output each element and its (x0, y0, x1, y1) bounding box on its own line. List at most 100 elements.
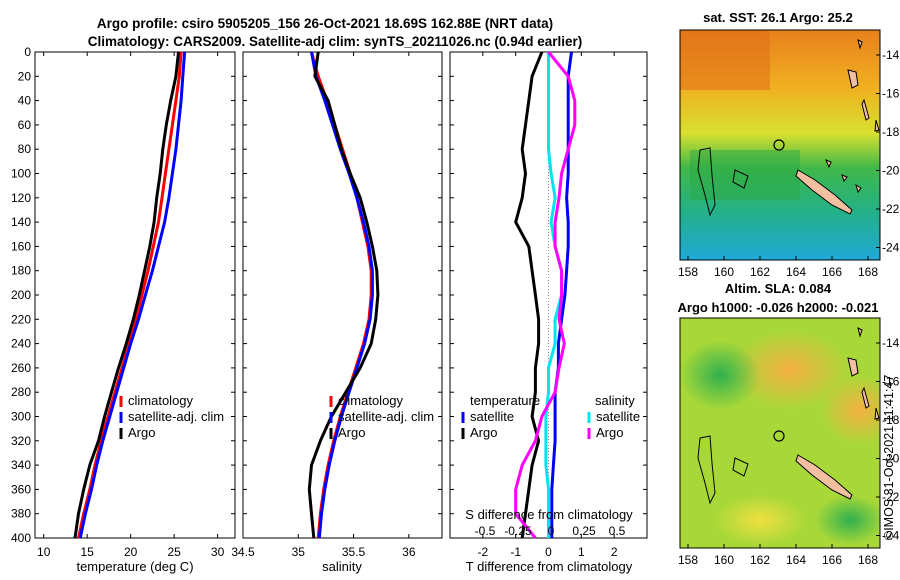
map-lat-label: -18 (882, 125, 900, 139)
depth-tick-label: 380 (11, 507, 31, 521)
temperature-axes (34, 51, 236, 539)
sla-map-title-2: Argo h1000: -0.026 h2000: -0.021 (678, 300, 879, 315)
x-tick-label: 34.5 (231, 545, 255, 559)
legend-label-satellite: satellite-adj. clim (338, 409, 434, 424)
legend-title-salinity: salinity (595, 393, 635, 408)
x-tick-label: 36 (402, 545, 416, 559)
x-tick-label: 35 (292, 545, 306, 559)
depth-tick-label: 100 (11, 167, 31, 181)
x-tick-label: 15 (80, 545, 94, 559)
depth-tick-label: 340 (11, 458, 31, 472)
legend-label-argo: Argo (128, 425, 155, 440)
map-lat-label: -24 (882, 529, 900, 543)
salinity-axes (242, 51, 443, 539)
legend-label-satellite: satellite-adj. clim (128, 409, 224, 424)
depth-tick-label: 60 (18, 118, 32, 132)
sst-axes (679, 29, 881, 261)
map-lat-label: -16 (882, 375, 900, 389)
depth-tick-label: 160 (11, 239, 31, 253)
series-line-satellite-adj-clim (310, 51, 374, 539)
legend-label-climatology: climatology (338, 393, 404, 408)
temperature-xlabel: temperature (deg C) (76, 559, 193, 574)
map-lat-label: -22 (882, 490, 900, 504)
legend-title-temperature: temperature (470, 393, 540, 408)
depth-tick-label: 120 (11, 191, 31, 205)
top-tick-label: -0.25 (504, 524, 532, 538)
island-outline (697, 147, 716, 217)
top-tick-label: 0.25 (572, 524, 596, 538)
legend-label-t-satellite: satellite (470, 409, 514, 424)
loyalty-islands (825, 159, 862, 194)
sla-mid-anomaly (715, 495, 805, 545)
sla-low-anomaly (680, 340, 760, 410)
depth-tick-label: 20 (18, 69, 32, 83)
map-lat-label: -24 (882, 241, 900, 255)
top-tick-label: 0.5 (609, 524, 626, 538)
argo-marker (773, 139, 785, 151)
header-line1: Argo profile: csiro 5905205_156 26-Oct-2… (97, 16, 553, 31)
depth-tick-label: 40 (18, 94, 32, 108)
map-lat-label: -22 (882, 202, 900, 216)
temperature-legend: climatology satellite-adj. clim Argo (119, 393, 224, 440)
x-tick-label: 0 (545, 545, 552, 559)
depth-tick-label: 200 (11, 288, 31, 302)
map-lon-label: 158 (678, 265, 698, 279)
map-lat-label: -14 (882, 336, 900, 350)
difference-panel: -2 -1 0 1 2 T difference from climatology S … (449, 51, 648, 574)
depth-tick-label: 300 (11, 410, 31, 424)
map-lon-label: 168 (858, 265, 878, 279)
series-line-climatology (77, 51, 183, 539)
salinity-panel: 34.5 35 35.5 36 salinity climatology satell… (231, 51, 443, 574)
depth-tick-label: 220 (11, 312, 31, 326)
depth-tick-label: 240 (11, 337, 31, 351)
series-line-argo (307, 51, 380, 539)
map-lon-label: 164 (786, 553, 806, 567)
legend-label-s-argo: Argo (596, 425, 623, 440)
x-tick-label: 30 (211, 545, 225, 559)
sst-warm-patch (680, 30, 770, 90)
legend-label-t-argo: Argo (470, 425, 497, 440)
top-tick-label: -0.5 (475, 524, 496, 538)
island-outline (732, 457, 749, 477)
map-lat-label: -20 (882, 452, 900, 466)
map-lon-label: 158 (678, 553, 698, 567)
difference-top-label: S difference from climatology (465, 507, 633, 522)
imos-watermark: ©IMOS 31-Oct-2021 11:41:47 (882, 375, 896, 540)
depth-tick-label: 140 (11, 215, 31, 229)
top-tick-label: 0 (548, 524, 555, 538)
salinity-xlabel: salinity (322, 559, 362, 574)
vanuatu-islands (847, 327, 880, 420)
map-lat-label: -16 (882, 87, 900, 101)
x-tick-label: 35.5 (342, 545, 366, 559)
salinity-legend: climatology satellite-adj. clim Argo (329, 393, 434, 440)
new-caledonia-island (795, 454, 853, 500)
map-lat-label: -20 (882, 164, 900, 178)
depth-tick-label: 320 (11, 434, 31, 448)
map-lon-label: 164 (786, 265, 806, 279)
series-line-t-satellite (550, 51, 573, 538)
x-tick-label: -1 (510, 545, 521, 559)
depth-tick-label: 180 (11, 264, 31, 278)
x-tick-label: 1 (578, 545, 585, 559)
legend-label-climatology: climatology (128, 393, 194, 408)
depth-tick-label: 360 (11, 482, 31, 496)
difference-legend: temperature satellite Argo salinity sate… (461, 393, 640, 440)
new-caledonia-island (795, 169, 853, 215)
vanuatu-islands (847, 39, 880, 132)
sla-high-anomaly (730, 330, 850, 410)
series-line-satellite-adj-clim (78, 51, 187, 539)
depth-tick-label: 280 (11, 385, 31, 399)
sst-map-panel: sat. SST: 26.1 Argo: 25.2 158 160 162 164 16… (678, 10, 900, 279)
map-lon-label: 162 (750, 265, 770, 279)
map-lon-label: 160 (714, 553, 734, 567)
x-tick-label: -2 (477, 545, 488, 559)
map-lon-label: 166 (822, 265, 842, 279)
map-lon-label: 162 (750, 553, 770, 567)
legend-label-s-satellite: satellite (596, 409, 640, 424)
island-outline (697, 435, 716, 505)
series-line-t-argo (514, 51, 544, 539)
legend-label-argo: Argo (338, 425, 365, 440)
temperature-panel: 10 15 20 25 30 temperature (deg C) climatolo… (34, 51, 236, 574)
sla-map-panel: Altim. SLA: 0.084 Argo h1000: -0.026 h20… (678, 281, 900, 567)
series-line-argo (73, 51, 180, 539)
